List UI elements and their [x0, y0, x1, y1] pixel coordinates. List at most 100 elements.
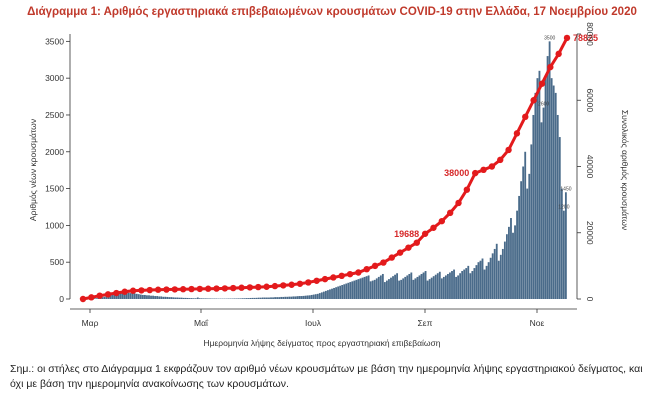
bar — [117, 292, 120, 299]
bar — [546, 56, 549, 300]
cumulative-point — [338, 272, 345, 280]
bar — [353, 280, 356, 299]
bar — [442, 276, 445, 299]
bar — [111, 293, 114, 299]
bar — [202, 298, 205, 299]
bar — [333, 287, 335, 299]
bar — [235, 298, 238, 299]
x-tick-label: Μαρ — [82, 318, 99, 328]
bar-labels: 2600 3500 1200 1450 — [538, 35, 572, 210]
bar — [540, 122, 543, 299]
bar — [526, 188, 529, 299]
bar — [194, 298, 197, 299]
bar — [292, 296, 295, 299]
cumulative-point — [204, 285, 212, 292]
bar — [325, 290, 327, 299]
bar — [290, 296, 293, 299]
cumulative-point — [430, 224, 437, 231]
bar — [101, 297, 104, 299]
y-tick-label: 1500 — [45, 184, 64, 194]
cumulative-point — [288, 281, 295, 288]
cumulative-point — [263, 283, 270, 290]
bar — [176, 297, 179, 299]
bar — [497, 260, 500, 299]
cumulative-point — [146, 286, 153, 294]
cumulative-point — [530, 97, 537, 104]
cumulative-point — [396, 249, 404, 256]
x-tick-label: Μαΐ — [194, 318, 209, 328]
bar — [95, 298, 98, 299]
y-tick-label: 3500 — [45, 36, 64, 46]
bar — [188, 298, 191, 299]
bar — [304, 295, 307, 299]
cumulative-line: 19688 38000 78825 — [79, 33, 598, 303]
bar — [306, 295, 309, 299]
cumulative-point — [79, 295, 87, 303]
cumulative-point — [313, 277, 320, 284]
bar — [156, 296, 159, 299]
y-tick-label: 500 — [50, 257, 64, 267]
bar-value-label: 1450 — [560, 186, 571, 192]
y2-tick-label: 0 — [585, 297, 595, 302]
cumulative-point — [179, 286, 187, 293]
bar — [310, 294, 313, 299]
bar — [530, 144, 533, 299]
bar — [255, 297, 258, 299]
bar — [554, 92, 557, 299]
bar — [351, 281, 354, 299]
bar — [398, 280, 401, 299]
cumulative-point — [305, 279, 312, 286]
bar — [349, 282, 352, 299]
bar — [184, 297, 187, 299]
cumulative-point — [497, 156, 504, 164]
bar — [257, 297, 260, 299]
bar — [481, 258, 484, 299]
bar — [406, 275, 409, 299]
bar — [343, 284, 346, 299]
y-tick-label: 3000 — [45, 73, 64, 83]
bar — [367, 275, 370, 299]
y2-tick-label: 80000 — [585, 22, 595, 46]
bar — [361, 277, 364, 299]
bar-value-label: 1200 — [558, 205, 569, 211]
bar — [109, 294, 112, 299]
bar — [200, 298, 203, 299]
bar — [528, 173, 531, 299]
cumulative-point — [113, 289, 120, 297]
x-tick-label: Νοε — [530, 318, 545, 328]
bar — [192, 298, 195, 299]
bar — [363, 276, 366, 299]
cumulative-annotation: 38000 — [444, 168, 469, 178]
bar — [365, 276, 368, 299]
bar — [388, 279, 390, 299]
bar — [402, 278, 405, 299]
bar — [331, 288, 333, 299]
footnote: Σημ.: οι στήλες στο Διάγραμμα 1 εκφράζου… — [10, 363, 643, 390]
cumulative-point — [138, 287, 145, 294]
bar — [455, 276, 457, 299]
cumulative-point — [472, 169, 479, 177]
bar — [284, 296, 287, 299]
bar — [359, 278, 362, 299]
chart-svg: 2600 3500 1200 1450 19688 38000 78825 0 500 100… — [28, 22, 630, 348]
bar — [483, 269, 486, 299]
bar — [316, 293, 319, 299]
bar — [440, 278, 443, 299]
bar — [182, 297, 185, 299]
bar — [282, 296, 285, 299]
bar — [520, 181, 523, 299]
bar — [329, 289, 331, 299]
bar — [550, 78, 553, 300]
cumulative-point — [171, 286, 178, 293]
bar — [190, 298, 193, 299]
bar — [491, 253, 494, 299]
cumulative-point — [330, 274, 337, 281]
bar — [127, 292, 130, 299]
bar — [558, 137, 561, 299]
cumulative-point — [363, 265, 370, 273]
cumulative-point — [513, 130, 521, 137]
bar — [312, 294, 315, 299]
bar — [119, 291, 122, 299]
x-axis-label: Ημερομηνία λήψης δείγματος προς εργαστηρ… — [203, 338, 440, 348]
bar — [318, 293, 321, 299]
